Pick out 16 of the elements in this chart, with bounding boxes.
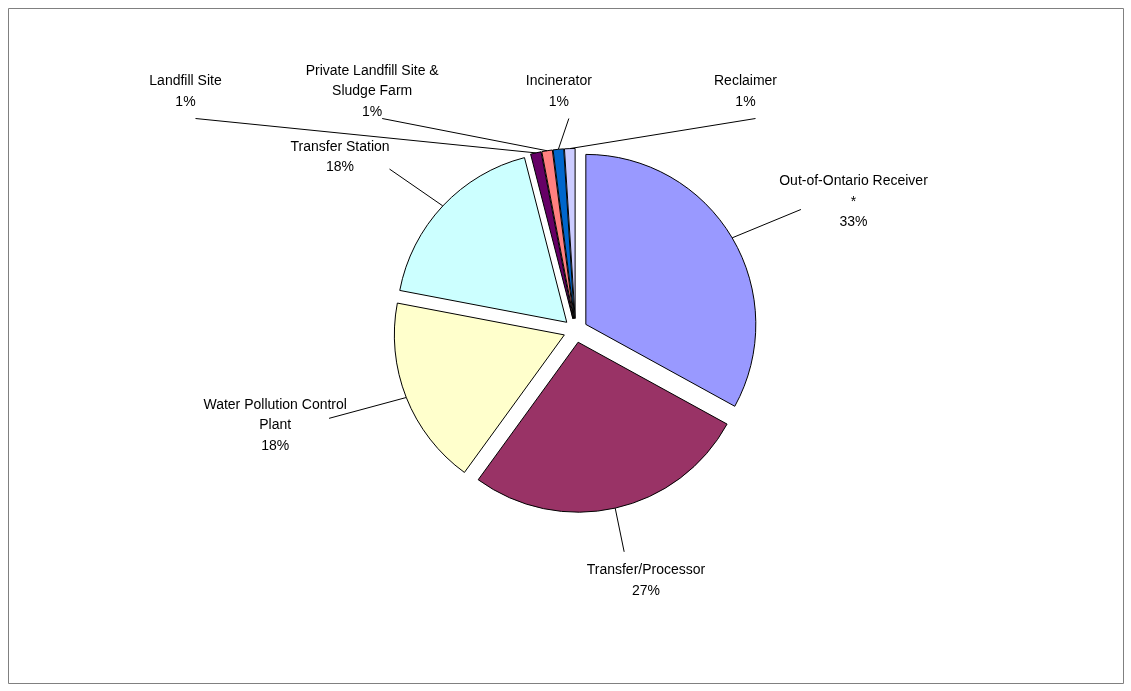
slice-label: Water Pollution Control Plant — [203, 395, 347, 433]
data-label: 1% — [735, 92, 756, 109]
data-label: 1% — [175, 92, 196, 109]
data-label: 27% — [631, 581, 660, 598]
data-label: 18% — [326, 158, 355, 175]
slice-label: Reclaimer — [713, 72, 778, 89]
data-label: 18% — [261, 437, 290, 454]
data-label: 1% — [362, 103, 383, 120]
data-label: 33% — [839, 213, 868, 230]
slice-label: Transfer/Processor — [586, 560, 706, 577]
slice-label: Landfill Site — [149, 72, 222, 89]
slice-label: Transfer Station — [290, 137, 390, 154]
slice-label: Out-of-Ontario Receiver * — [779, 171, 929, 209]
slice-label: Incinerator — [525, 72, 593, 89]
slice-label: Private Landfill Site & Sludge Farm — [305, 61, 440, 99]
data-label: 1% — [548, 92, 569, 109]
